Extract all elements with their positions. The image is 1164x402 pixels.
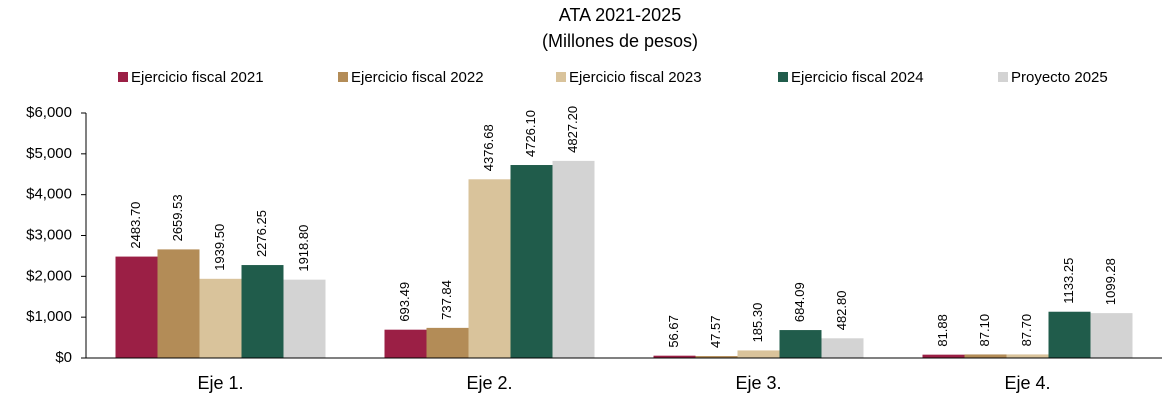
bar	[426, 327, 469, 358]
legend-swatch	[118, 72, 128, 82]
bar	[779, 330, 822, 358]
y-tick-label: $6,000	[26, 104, 72, 121]
bar	[653, 355, 696, 358]
bar	[115, 256, 158, 358]
value-label: 482.80	[834, 291, 849, 331]
bar	[964, 354, 1007, 358]
value-label: 4376.68	[481, 124, 496, 171]
value-label: 2483.70	[128, 202, 143, 249]
bar	[922, 354, 965, 358]
chart-title: ATA 2021-2025	[559, 5, 681, 25]
bar	[468, 179, 511, 358]
value-label: 1939.50	[212, 224, 227, 271]
legend-label: Ejercicio fiscal 2023	[569, 69, 702, 86]
value-label: 2276.25	[254, 210, 269, 257]
y-tick-label: $2,000	[26, 267, 72, 284]
value-label: 56.67	[666, 315, 681, 348]
bar	[1006, 354, 1049, 358]
bar	[241, 265, 284, 358]
legend-label: Ejercicio fiscal 2022	[351, 69, 484, 86]
x-tick-label: Eje 1.	[197, 373, 243, 393]
bar	[283, 279, 326, 358]
value-label: 81.88	[935, 314, 950, 347]
x-tick-label: Eje 2.	[466, 373, 512, 393]
value-label: 185.30	[750, 303, 765, 343]
bar	[737, 350, 780, 358]
legend-label: Proyecto 2025	[1011, 69, 1108, 86]
bar	[510, 165, 553, 358]
value-label: 1918.80	[296, 225, 311, 272]
value-label: 1133.25	[1061, 258, 1076, 304]
legend-swatch	[338, 72, 348, 82]
bar	[157, 249, 200, 358]
bar	[1048, 311, 1091, 358]
bar	[821, 338, 864, 358]
value-label: 1099.28	[1103, 258, 1118, 305]
legend-swatch	[778, 72, 788, 82]
bar	[552, 160, 595, 358]
legend-label: Ejercicio fiscal 2024	[791, 69, 924, 86]
x-tick-label: Eje 3.	[735, 373, 781, 393]
y-tick-label: $4,000	[26, 186, 72, 203]
value-label: 2659.53	[170, 194, 185, 241]
value-label: 47.57	[708, 316, 723, 349]
value-label: 684.09	[792, 282, 807, 322]
bar	[1090, 313, 1133, 358]
bar	[199, 278, 242, 358]
legend-label: Ejercicio fiscal 2021	[131, 69, 264, 86]
y-tick-label: $0	[55, 349, 72, 366]
value-label: 87.70	[1019, 314, 1034, 347]
value-label: 4726.10	[523, 110, 538, 157]
y-tick-label: $1,000	[26, 308, 72, 325]
bar	[384, 329, 427, 358]
value-label: 737.84	[439, 280, 454, 320]
legend-swatch	[556, 72, 566, 82]
bar	[695, 356, 738, 358]
x-tick-label: Eje 4.	[1004, 373, 1050, 393]
value-label: 87.10	[977, 314, 992, 347]
y-tick-label: $5,000	[26, 145, 72, 162]
chart-subtitle: (Millones de pesos)	[542, 31, 698, 51]
value-label: 4827.20	[565, 106, 580, 153]
legend-swatch	[998, 72, 1008, 82]
y-tick-label: $3,000	[26, 226, 72, 243]
value-label: 693.49	[397, 282, 412, 322]
